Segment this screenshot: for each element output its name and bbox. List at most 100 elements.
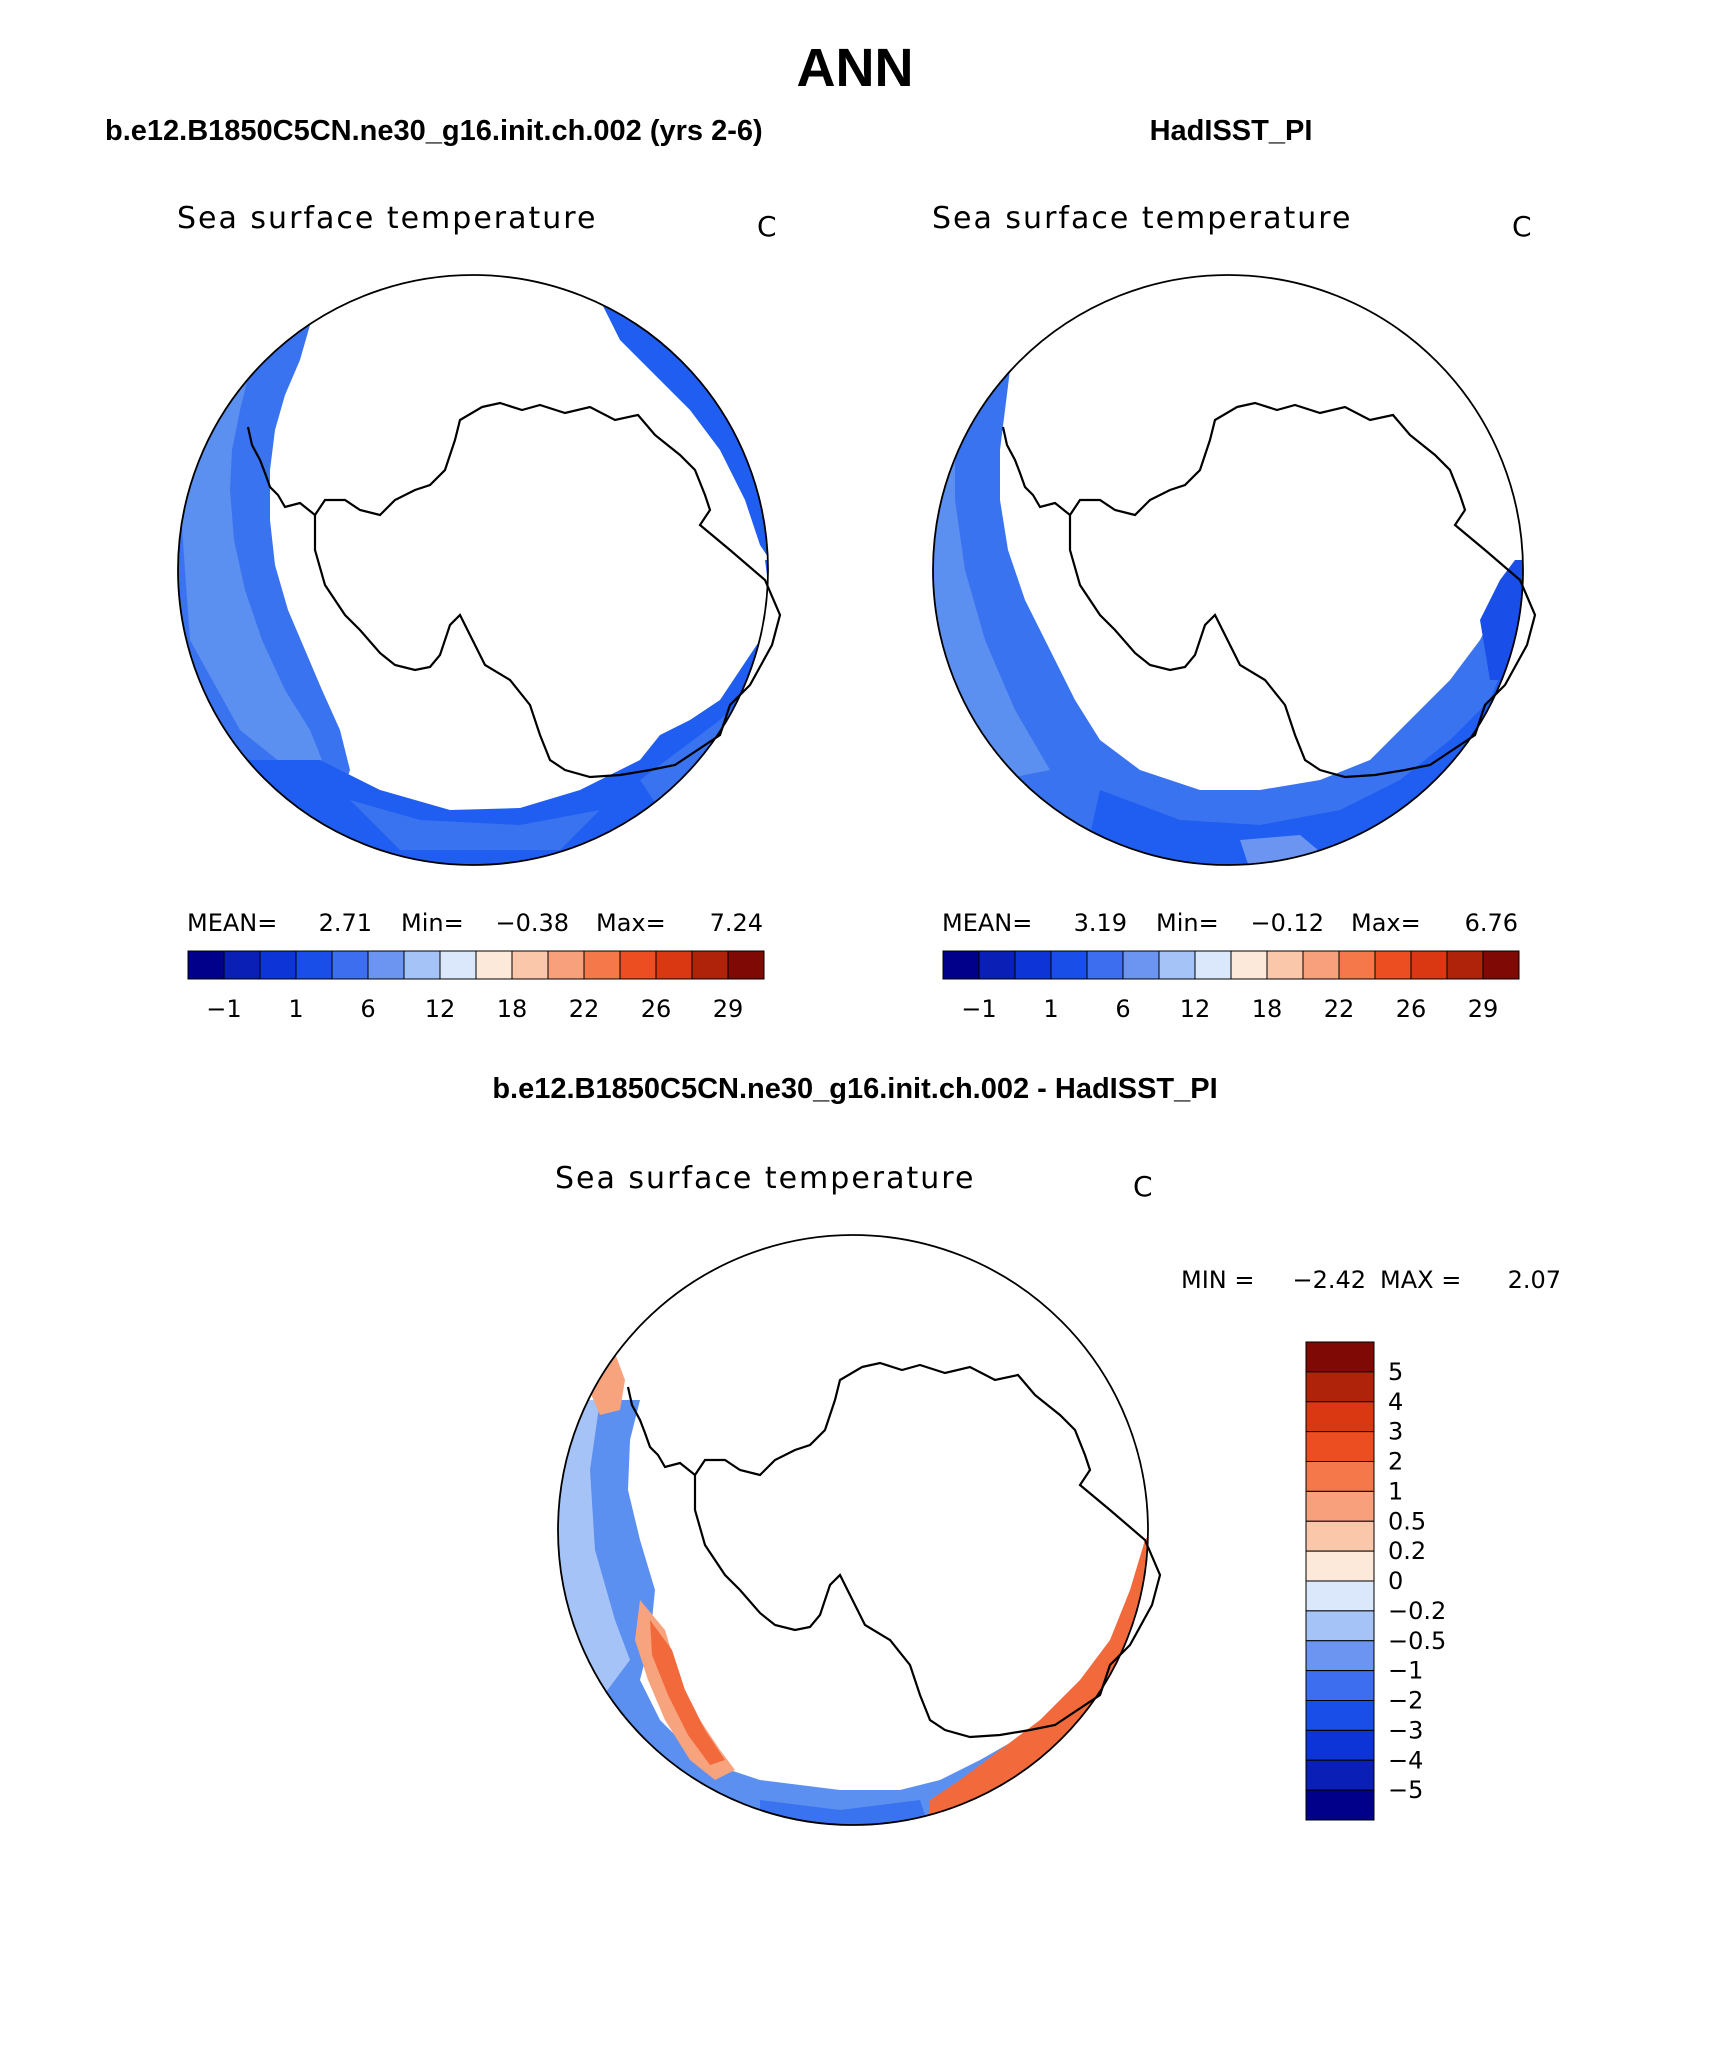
colorbar-box bbox=[1338, 950, 1376, 980]
colorbar-box bbox=[1086, 950, 1124, 980]
ocean-region bbox=[178, 560, 768, 865]
colorbar-tick-label: −2 bbox=[1388, 1687, 1423, 1715]
colorbar-tick-label: 6 bbox=[1115, 995, 1130, 1023]
panel-left: b.e12.B1850C5CN.ne30_g16.init.ch.002 (yr… bbox=[105, 115, 782, 1023]
colorbar-box bbox=[1230, 950, 1268, 980]
colorbar-box bbox=[978, 950, 1016, 980]
colorbar-box bbox=[1305, 1789, 1375, 1821]
colorbar-box bbox=[655, 950, 693, 980]
colorbar-box bbox=[1305, 1580, 1375, 1612]
ocean-region bbox=[640, 690, 750, 810]
mean-label: MEAN= bbox=[187, 909, 277, 937]
ocean-region bbox=[933, 370, 1523, 865]
min-label: Min= bbox=[401, 909, 464, 937]
ocean-region bbox=[180, 340, 322, 770]
plot-title-right: Sea surface temperature bbox=[932, 201, 1352, 236]
case-title-left: b.e12.B1850C5CN.ne30_g16.init.ch.002 (yr… bbox=[105, 115, 763, 147]
colorbar-left: −1 1 6 12 18 22 26 29 bbox=[187, 950, 765, 1023]
colorbar-box bbox=[1305, 1640, 1375, 1672]
colorbar-box bbox=[1305, 1461, 1375, 1492]
colorbar-box bbox=[1305, 1401, 1375, 1433]
colorbar-tick-label: 26 bbox=[641, 995, 672, 1023]
colorbar-box bbox=[1305, 1490, 1375, 1522]
colorbar-box bbox=[1482, 950, 1520, 980]
mean-value: 3.19 bbox=[1074, 909, 1127, 937]
colorbar-box bbox=[1050, 950, 1088, 980]
colorbar-tick-label: 29 bbox=[1468, 995, 1499, 1023]
colorbar-tick-label: 29 bbox=[713, 995, 744, 1023]
units-right: C bbox=[1512, 210, 1532, 243]
colorbar-box bbox=[727, 950, 765, 980]
max-label: MAX = bbox=[1380, 1266, 1461, 1294]
colorbar-box bbox=[1122, 950, 1160, 980]
colorbar-tick-label: 26 bbox=[1396, 995, 1427, 1023]
map-right bbox=[932, 274, 1537, 866]
colorbar-box bbox=[259, 950, 297, 980]
colorbar-tick-label: −3 bbox=[1388, 1716, 1423, 1744]
plot-title-diff: Sea surface temperature bbox=[555, 1161, 975, 1196]
colorbar-tick-label: 12 bbox=[425, 995, 456, 1023]
ocean-region bbox=[350, 800, 600, 850]
colorbar-box bbox=[619, 950, 657, 980]
min-value: −0.12 bbox=[1250, 909, 1324, 937]
colorbar-box bbox=[1305, 1759, 1375, 1791]
units-left: C bbox=[757, 210, 777, 243]
colorbar-tick-label: 1 bbox=[1043, 995, 1058, 1023]
colorbar-box bbox=[1302, 950, 1340, 980]
plot-title-left: Sea surface temperature bbox=[177, 201, 597, 236]
colorbar-tick-label: 22 bbox=[1324, 995, 1355, 1023]
colorbar-tick-label: 1 bbox=[1388, 1477, 1403, 1505]
stats-diff: MIN = −2.42 MAX = 2.07 bbox=[1181, 1266, 1561, 1294]
colorbar-tick-label: −0.5 bbox=[1388, 1627, 1446, 1655]
colorbar-box bbox=[547, 950, 585, 980]
colorbar-box bbox=[1266, 950, 1304, 980]
colorbar-tick-label: −1 bbox=[1388, 1657, 1423, 1685]
colorbar-box bbox=[1194, 950, 1232, 980]
colorbar-box bbox=[1305, 1670, 1375, 1701]
stats-right: MEAN= 3.19 Min= −0.12 Max= 6.76 bbox=[942, 909, 1518, 937]
colorbar-tick-label: 6 bbox=[360, 995, 375, 1023]
colorbar-box bbox=[942, 950, 980, 980]
colorbar-box bbox=[511, 950, 549, 980]
colorbar-box bbox=[367, 950, 405, 980]
colorbar-tick-label: 0 bbox=[1388, 1567, 1403, 1595]
colorbar-tick-label: 1 bbox=[288, 995, 303, 1023]
colorbar-right: −1 1 6 12 18 22 26 29 bbox=[942, 950, 1520, 1023]
colorbar-tick-label: 0.5 bbox=[1388, 1507, 1426, 1535]
max-value: 2.07 bbox=[1508, 1266, 1561, 1294]
colorbar-tick-label: 5 bbox=[1388, 1358, 1403, 1386]
map-left bbox=[177, 274, 782, 866]
stats-left: MEAN= 2.71 Min= −0.38 Max= 7.24 bbox=[187, 909, 763, 937]
colorbar-tick-label: 3 bbox=[1388, 1418, 1403, 1446]
colorbar-box bbox=[1158, 950, 1196, 980]
colorbar-box bbox=[475, 950, 513, 980]
colorbar-box bbox=[583, 950, 621, 980]
max-value: 7.24 bbox=[710, 909, 763, 937]
ocean-region bbox=[650, 1620, 725, 1765]
colorbar-box bbox=[187, 950, 225, 980]
panel-difference: b.e12.B1850C5CN.ne30_g16.init.ch.002 - H… bbox=[492, 1073, 1561, 1826]
colorbar-box bbox=[1305, 1700, 1375, 1731]
colorbar-tick-label: −4 bbox=[1388, 1746, 1423, 1774]
colorbar-tick-label: 0.2 bbox=[1388, 1537, 1426, 1565]
colorbar-tick-label: −0.2 bbox=[1388, 1597, 1446, 1625]
mean-value: 2.71 bbox=[319, 909, 372, 937]
colorbar-tick-label: 18 bbox=[1252, 995, 1283, 1023]
map-diff bbox=[557, 1234, 1162, 1826]
colorbar-box bbox=[1305, 1550, 1375, 1582]
page-title: ANN bbox=[797, 38, 914, 98]
colorbar-tick-label: −1 bbox=[206, 995, 241, 1023]
colorbar-box bbox=[1305, 1729, 1375, 1761]
colorbar-box bbox=[1014, 950, 1052, 980]
colorbar-tick-label: −5 bbox=[1388, 1776, 1423, 1804]
panel-right: HadISST_PI Sea surface temperature C MEA… bbox=[932, 115, 1537, 1023]
max-label: Max= bbox=[596, 909, 666, 937]
case-title-diff: b.e12.B1850C5CN.ne30_g16.init.ch.002 - H… bbox=[492, 1073, 1217, 1105]
max-label: Max= bbox=[1351, 909, 1421, 937]
colorbar-box bbox=[1410, 950, 1448, 980]
colorbar-box bbox=[1305, 1610, 1375, 1642]
colorbar-box bbox=[1305, 1431, 1375, 1462]
max-value: 6.76 bbox=[1465, 909, 1518, 937]
colorbar-tick-label: 18 bbox=[497, 995, 528, 1023]
